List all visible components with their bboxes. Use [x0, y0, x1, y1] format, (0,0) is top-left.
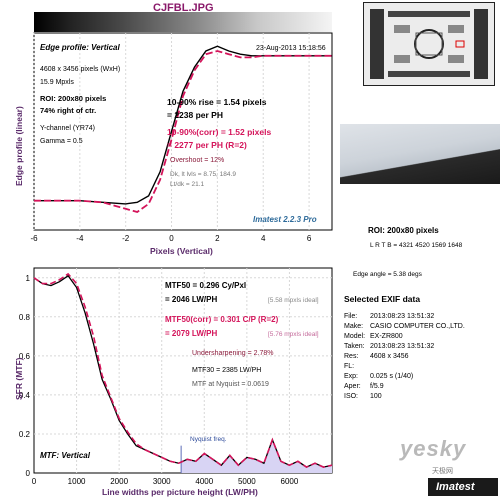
mtf50-corr-lw: = 2079 LW/PH: [165, 329, 217, 338]
edge-gamma: Gamma = 0.5: [40, 138, 83, 145]
mtf-chart: 0 1000 2000 3000 4000 5000 6000 0 0.2 0.4 0.6 0.8 1…: [14, 267, 333, 497]
roi-title: ROI: 200x80 pixels: [368, 226, 439, 235]
exif-key: Exp:: [344, 373, 359, 380]
exif-key: Aper:: [344, 383, 361, 390]
exif-value: EX-ZR800: [370, 333, 403, 340]
edge-x-tick-label: -6: [30, 234, 38, 243]
edge-rise-corr: 10-90%(corr) = 1.52 pixels: [167, 127, 271, 137]
mtf-plot-frame: [33, 267, 333, 474]
edge-plot-frame: [33, 32, 333, 231]
imatest-logo-text: Imatest: [436, 481, 475, 493]
mtf50: MTF50 = 0.296 Cy/Pxl: [165, 281, 246, 290]
edge-corr-line: [34, 50, 332, 213]
edge-y-label: Edge profile (linear): [14, 106, 24, 186]
exif-key: ISO:: [344, 393, 359, 400]
edge-angle: Edge angle = 5.38 degs: [353, 271, 422, 278]
undersharpening: Undersharpening = 2.78%: [192, 350, 274, 357]
mtf50-lw: = 2046 LW/PH: [165, 295, 217, 304]
roi-lrtb: L R T B = 4321 4520 1569 1648: [370, 242, 463, 249]
edge-size: 4608 x 3456 pixels (WxH): [40, 66, 120, 73]
mtf-x-tick-label: 5000: [238, 477, 256, 486]
edge-channel: Y-channel (YR74): [40, 125, 95, 132]
mtf-x-tick-label: 2000: [110, 477, 128, 486]
exif-key: FL:: [344, 363, 355, 370]
edge-rise-ph: = 2238 per PH: [167, 110, 223, 120]
exif-title: Selected EXIF data: [344, 294, 421, 304]
density-gradient-bar: [34, 12, 332, 32]
mtf-x-tick-label: 0: [32, 477, 37, 486]
edge-x-tick-label: -2: [122, 234, 130, 243]
mtf-y-tick-label: 1: [26, 274, 31, 283]
mtf-series: [33, 272, 333, 469]
edge-rise: 10-90% rise = 1.54 pixels: [167, 97, 267, 107]
imatest-logo: Imatest: [428, 478, 498, 496]
exif-key: Taken:: [344, 343, 365, 350]
exif-value: 100: [370, 393, 382, 400]
yesky-watermark-cn: 天极网: [432, 468, 453, 475]
edge-lt-dk: Lt/dk = 21.1: [170, 181, 205, 188]
edge-x-tick-label: 0: [169, 234, 174, 243]
mtf-y-tick-label: 0.8: [19, 313, 31, 322]
mtf-beyond-nyquist-fill: [180, 439, 332, 473]
mtf-x-tick-label: 3000: [153, 477, 171, 486]
exif-key: Res:: [344, 353, 359, 360]
mtf-legend-title: MTF: Vertical: [40, 451, 91, 460]
edge-profile-chart: -6 -4 -2 0 2 4 6 Edge profile: Vertical 23-Aug…: [14, 32, 333, 256]
exif-value: 2013:08:23 13:51:32: [370, 313, 435, 320]
exif-value: 2013:08:23 13:51:32: [370, 343, 435, 350]
file-title: CJFBL.JPG: [153, 2, 214, 14]
mtf30: MTF30 = 2385 LW/PH: [192, 367, 261, 374]
exif-key: File:: [344, 313, 358, 320]
edge-x-ticks: -6 -4 -2 0 2 4 6: [30, 234, 311, 243]
mtf-grid: [34, 268, 332, 473]
roi-crop-image: [340, 124, 500, 184]
mtf-fill-area: [181, 439, 332, 473]
edge-x-tick-label: 4: [261, 234, 266, 243]
edge-version: Imatest 2.2.3 Pro: [253, 215, 317, 224]
edge-rise-corr-ph: = 2277 per PH (R=2): [167, 140, 247, 150]
edge-roi: ROI: 200x80 pixels: [40, 94, 106, 103]
edge-right-of-ctr: 74% right of ctr.: [40, 106, 96, 115]
mtf-y-label: SFR (MTF): [14, 357, 24, 400]
mtf50-ideal: [5.58 mpxls ideal]: [268, 297, 319, 304]
exif-value: f/5.9: [370, 383, 384, 390]
mtf-y-tick-label: 0.4: [19, 391, 31, 400]
edge-series: [34, 45, 332, 213]
exif-key: Model:: [344, 333, 366, 340]
mtf-y-tick-label: 0.2: [19, 430, 31, 439]
mtf-x-tick-label: 4000: [195, 477, 213, 486]
edge-dk-lt: Dk, lt lvls = 8.75, 184.9: [170, 171, 236, 178]
edge-x-tick-label: 2: [215, 234, 220, 243]
mtf-y-tick-label: 0.6: [19, 352, 31, 361]
yesky-watermark: yesky: [400, 436, 467, 461]
mtf-x-label: Line widths per picture height (LW/PH): [102, 487, 258, 497]
edge-x-tick-label: -4: [76, 234, 84, 243]
exif-key: Make:: [344, 323, 364, 330]
mtf-y-tick-label: 0: [26, 469, 31, 478]
mtf-at-nyquist: MTF at Nyquist = 0.0619: [192, 381, 269, 388]
edge-grid: [33, 33, 310, 230]
exif-value: 0.025 s (1/40): [370, 373, 414, 380]
mtf50-corr-ideal: [5.76 mpxls ideal]: [268, 331, 319, 338]
mtf-y-ticks: 0 0.2 0.4 0.6 0.8 1: [19, 274, 31, 478]
edge-mpxls: 15.9 Mpxls: [40, 79, 74, 86]
mtf-x-ticks: 0 1000 2000 3000 4000 5000 6000: [32, 477, 299, 486]
edge-x-label: Pixels (Vertical): [150, 246, 213, 256]
edge-x-tick-label: 6: [307, 234, 312, 243]
mtf50-corr: MTF50(corr) = 0.301 C/P (R=2): [165, 315, 279, 324]
edge-legend-title: Edge profile: Vertical: [40, 43, 121, 52]
edge-overshoot: Overshoot = 12%: [170, 157, 224, 164]
mtf-corr-line: [33, 272, 333, 469]
mtf-x-tick-label: 1000: [68, 477, 86, 486]
exif-value: CASIO COMPUTER CO.,LTD.: [370, 323, 465, 330]
exif-value: 4608 x 3456: [370, 353, 409, 360]
nyquist-label: Nyquist freq.: [190, 436, 227, 443]
mtf-x-tick-label: 6000: [281, 477, 299, 486]
edge-date: 23-Aug-2013 15:18:56: [256, 45, 326, 52]
test-chart-thumbnail: [363, 2, 495, 86]
